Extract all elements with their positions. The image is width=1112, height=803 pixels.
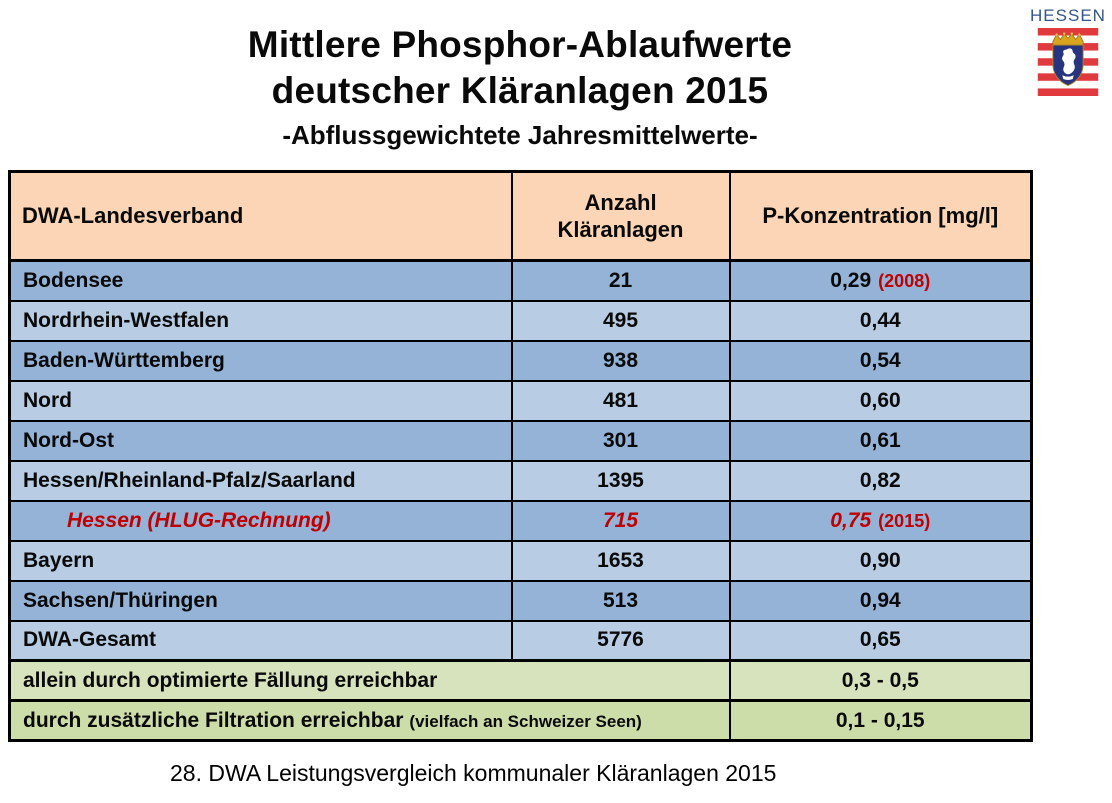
summary-label: durch zusätzliche Filtration erreichbar(… <box>8 699 731 742</box>
row-name: Bayern <box>8 539 513 582</box>
row-value: 0,90 <box>728 539 1033 582</box>
table-row: Hessen/Rheinland-Pfalz/Saarland 1395 0,82 <box>8 459 1033 502</box>
row-value: 0,82 <box>728 459 1033 502</box>
row-name: Nordrhein-Westfalen <box>8 299 513 342</box>
row-value: 0,44 <box>728 299 1033 342</box>
row-count: 715 <box>510 499 731 542</box>
row-value: 0,60 <box>728 379 1033 422</box>
row-name: Nord-Ost <box>8 419 513 462</box>
row-value: 0,54 <box>728 339 1033 382</box>
table-row: Nord-Ost 301 0,61 <box>8 419 1033 462</box>
row-count: 513 <box>510 579 731 622</box>
table-row: Nord 481 0,60 <box>8 379 1033 422</box>
table-row: Bodensee 21 0,29 (2008) <box>8 259 1033 302</box>
header-anzahl: Anzahl Kläranlagen <box>510 170 731 262</box>
hessen-logo: HESSEN <box>1029 6 1107 96</box>
row-value: 0,94 <box>728 579 1033 622</box>
row-value: 0,75 (2015) <box>728 499 1033 542</box>
header-landesverband: DWA-Landesverband <box>8 170 513 262</box>
row-name: Nord <box>8 379 513 422</box>
summary-row: durch zusätzliche Filtration erreichbar(… <box>8 699 1033 742</box>
hessen-logo-label: HESSEN <box>1030 6 1106 25</box>
row-count: 21 <box>510 259 731 302</box>
header-konzentration: P-Konzentration [mg/l] <box>728 170 1033 262</box>
source-caption: 28. DWA Leistungsvergleich kommunaler Kl… <box>170 760 777 786</box>
row-name: Hessen (HLUG-Rechnung) <box>8 499 513 542</box>
page-title-line1: Mittlere Phosphor-Ablaufwerte <box>247 24 793 65</box>
row-name: Sachsen/Thüringen <box>8 579 513 622</box>
table-row: Baden-Württemberg 938 0,54 <box>8 339 1033 382</box>
title-block: Mittlere Phosphor-Ablaufwerte deutscher … <box>0 22 1040 151</box>
page-subtitle: -Abflussgewichtete Jahresmittelwerte- <box>282 119 758 150</box>
row-name: Bodensee <box>8 259 513 302</box>
summary-label: allein durch optimierte Fällung erreichb… <box>8 659 731 702</box>
row-count: 495 <box>510 299 731 342</box>
page-title-line2: deutscher Kläranlagen 2015 <box>271 70 769 112</box>
row-value: 0,61 <box>728 419 1033 462</box>
row-value-note: (2015) <box>878 510 931 531</box>
table-row: Bayern 1653 0,90 <box>8 539 1033 582</box>
table-row: Hessen (HLUG-Rechnung) 715 0,75 (2015) <box>8 499 1033 542</box>
summary-value: 0,1 - 0,15 <box>728 699 1033 742</box>
summary-label-note: (vielfach an Schweizer Seen) <box>409 711 642 731</box>
hessen-crest-icon <box>1037 28 1099 96</box>
row-count: 481 <box>510 379 731 422</box>
row-count: 1653 <box>510 539 731 582</box>
row-count: 938 <box>510 339 731 382</box>
row-name: Hessen/Rheinland-Pfalz/Saarland <box>8 459 513 502</box>
table-row: Nordrhein-Westfalen 495 0,44 <box>8 299 1033 342</box>
row-value-note: (2008) <box>878 270 931 291</box>
phosphor-table: DWA-Landesverband Anzahl Kläranlagen P-K… <box>8 170 1033 742</box>
row-count: 1395 <box>510 459 731 502</box>
row-name: DWA-Gesamt <box>8 619 513 662</box>
row-value: 0,65 <box>728 619 1033 662</box>
summary-value: 0,3 - 0,5 <box>728 659 1033 702</box>
table-header: DWA-Landesverband Anzahl Kläranlagen P-K… <box>8 170 1033 262</box>
table-row: Sachsen/Thüringen 513 0,94 <box>8 579 1033 622</box>
row-name: Baden-Württemberg <box>8 339 513 382</box>
table-body: Bodensee 21 0,29 (2008) Nordrhein-Westfalen 4… <box>8 259 1033 662</box>
header-row: DWA-Landesverband Anzahl Kläranlagen P-K… <box>8 170 1033 262</box>
row-value: 0,29 (2008) <box>728 259 1033 302</box>
table-summary: allein durch optimierte Fällung erreichb… <box>8 659 1033 742</box>
row-count: 301 <box>510 419 731 462</box>
row-count: 5776 <box>510 619 731 662</box>
summary-row: allein durch optimierte Fällung erreichb… <box>8 659 1033 702</box>
table-row: DWA-Gesamt 5776 0,65 <box>8 619 1033 662</box>
